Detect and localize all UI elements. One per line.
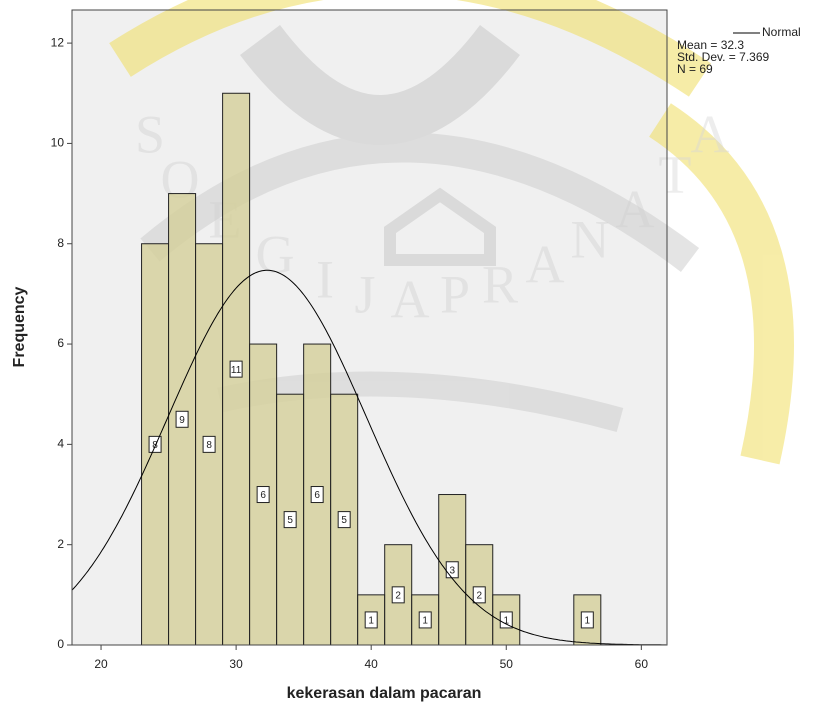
y-tick-label: 10 <box>51 136 65 150</box>
y-tick-label: 0 <box>57 637 64 651</box>
watermark-letter: G <box>256 224 295 284</box>
value-label-box <box>310 486 324 504</box>
stat-mean: Mean = 32.3 <box>677 38 744 52</box>
watermark-letter: A <box>616 179 655 239</box>
watermark-letter: A <box>526 234 565 294</box>
value-label-box <box>256 486 270 504</box>
value-label: 6 <box>314 490 320 501</box>
value-label-box <box>175 410 189 428</box>
x-tick-label: 30 <box>229 657 243 671</box>
value-label-box <box>202 435 216 453</box>
watermark-letter: N <box>571 209 610 269</box>
value-label: 1 <box>368 616 374 627</box>
value-label: 1 <box>585 616 591 627</box>
value-label: 11 <box>231 365 242 376</box>
watermark-letter: A <box>391 269 430 329</box>
watermark-letter: S <box>135 104 165 164</box>
value-label-box <box>337 511 351 529</box>
y-tick-label: 12 <box>51 35 65 49</box>
value-label-box <box>364 611 378 629</box>
value-label-box <box>472 586 486 604</box>
watermark-letter: P <box>440 264 470 324</box>
value-label: 3 <box>449 565 455 576</box>
watermark-letter: J <box>354 264 375 324</box>
bar <box>141 243 170 646</box>
value-label-box <box>580 611 594 629</box>
stat-n: N = 69 <box>677 62 713 76</box>
normal-curve <box>71 269 666 646</box>
value-label-box <box>229 360 243 378</box>
value-label-box <box>391 586 405 604</box>
y-tick-label: 8 <box>57 236 64 250</box>
watermark: SOEGIJAPRANATA <box>109 0 794 465</box>
x-tick-label: 50 <box>500 657 514 671</box>
value-label-box <box>418 611 432 629</box>
value-label: 6 <box>260 490 266 501</box>
value-label-box <box>499 611 513 629</box>
y-tick-label: 2 <box>57 537 64 551</box>
value-label: 5 <box>341 515 347 526</box>
value-label: 9 <box>179 415 185 426</box>
x-tick-label: 40 <box>365 657 379 671</box>
value-label: 2 <box>395 590 401 601</box>
y-tick-label: 6 <box>57 336 64 350</box>
value-label: 2 <box>476 590 482 601</box>
value-label: 1 <box>422 616 428 627</box>
watermark-letter: R <box>482 254 518 314</box>
value-label: 5 <box>287 515 293 526</box>
value-label: 1 <box>503 616 509 627</box>
value-label-box <box>283 511 297 529</box>
x-tick-label: 20 <box>94 657 108 671</box>
y-axis-label: Frequency <box>11 286 28 367</box>
watermark-letter: I <box>316 249 334 309</box>
x-tick-label: 60 <box>635 657 649 671</box>
value-label: 8 <box>206 440 212 451</box>
legend-label: Normal <box>762 25 801 39</box>
plot-frame <box>71 9 668 646</box>
x-axis-label: kekerasan dalam pacaran <box>287 685 482 702</box>
y-tick-label: 4 <box>57 437 64 451</box>
watermark-letter: T <box>659 144 692 204</box>
watermark-letter: A <box>691 104 730 164</box>
stat-std: Std. Dev. = 7.369 <box>677 50 769 64</box>
